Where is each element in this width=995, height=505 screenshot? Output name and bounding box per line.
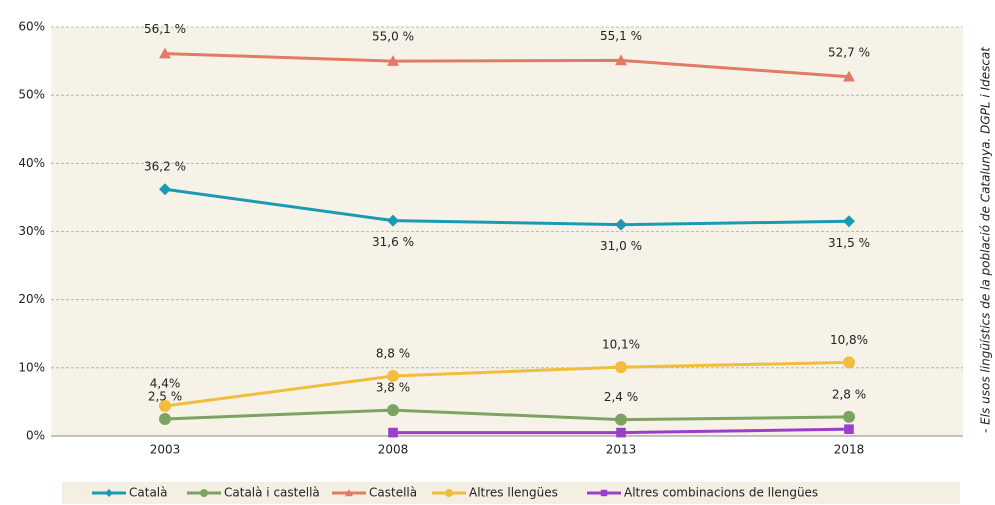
y-tick-label: 10% bbox=[18, 360, 45, 374]
marker bbox=[159, 47, 171, 59]
data-label: 2,8 % bbox=[832, 387, 866, 401]
legend-label: Català i castellà bbox=[224, 486, 320, 500]
marker bbox=[843, 410, 855, 423]
data-label: 3,8 % bbox=[376, 381, 410, 395]
marker bbox=[200, 489, 208, 497]
x-tick-label: 2013 bbox=[606, 443, 637, 457]
marker bbox=[844, 424, 854, 434]
marker bbox=[600, 489, 608, 497]
legend-background bbox=[62, 482, 960, 504]
marker bbox=[388, 427, 398, 438]
data-label: 31,5 % bbox=[828, 236, 870, 250]
series-line bbox=[164, 187, 850, 227]
marker bbox=[445, 489, 453, 497]
y-tick-label: 0% bbox=[26, 429, 45, 443]
y-tick-label: 50% bbox=[18, 88, 45, 102]
data-label: 36,2 % bbox=[144, 160, 186, 174]
x-tick-label: 2003 bbox=[150, 443, 181, 457]
marker bbox=[615, 54, 627, 66]
marker bbox=[159, 400, 171, 413]
data-label: 2,5 % bbox=[148, 389, 182, 403]
marker bbox=[387, 370, 399, 383]
data-label: 55,0 % bbox=[372, 30, 414, 44]
legend-label: Altres combinacions de llengües bbox=[624, 486, 818, 500]
marker bbox=[159, 412, 171, 425]
marker bbox=[615, 413, 627, 426]
x-tick-label: 2008 bbox=[378, 443, 409, 457]
data-label: 31,6 % bbox=[372, 235, 414, 249]
y-tick-label: 40% bbox=[18, 156, 45, 170]
legend-label: Català bbox=[129, 486, 167, 500]
data-label: 4,4% bbox=[150, 377, 181, 391]
marker bbox=[345, 489, 353, 497]
marker bbox=[159, 183, 171, 196]
data-label: 10,8% bbox=[830, 333, 868, 347]
source-note: - Els usos lingüístics de la població de… bbox=[979, 46, 993, 433]
legend-label: Altres llengües bbox=[469, 486, 558, 500]
series-line bbox=[164, 360, 850, 408]
data-label: 2,4 % bbox=[604, 390, 638, 404]
marker bbox=[843, 215, 855, 228]
x-tick-label: 2018 bbox=[834, 443, 865, 457]
data-label: 31,0 % bbox=[600, 239, 642, 253]
series-line bbox=[164, 52, 850, 79]
y-tick-label: 60% bbox=[18, 20, 45, 34]
marker bbox=[843, 356, 855, 369]
data-label: 56,1 % bbox=[144, 22, 186, 36]
marker bbox=[387, 214, 399, 227]
marker bbox=[616, 427, 626, 438]
data-label: 8,8 % bbox=[376, 347, 410, 361]
legend-label: Castellà bbox=[369, 486, 417, 500]
marker bbox=[387, 404, 399, 417]
data-label: 52,7 % bbox=[828, 45, 870, 59]
series-line bbox=[164, 408, 850, 422]
marker bbox=[387, 55, 399, 66]
y-tick-label: 20% bbox=[18, 292, 45, 306]
marker bbox=[843, 70, 855, 82]
marker bbox=[615, 218, 627, 231]
marker bbox=[105, 489, 113, 497]
marker bbox=[615, 361, 627, 374]
y-tick-label: 30% bbox=[18, 224, 45, 238]
data-label: 10,1% bbox=[602, 338, 640, 352]
data-label: 55,1 % bbox=[600, 29, 642, 43]
